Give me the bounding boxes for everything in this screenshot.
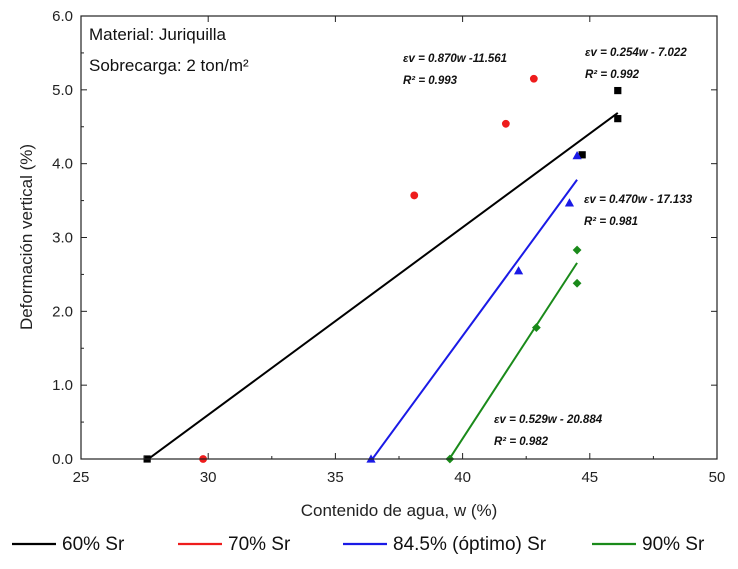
data-point-series-2	[529, 74, 538, 83]
y-tick-label: 2.0	[52, 303, 73, 320]
legend-label-series-1: 60% Sr	[62, 534, 125, 555]
plot-frame	[80, 15, 718, 460]
x-tick-label: 40	[454, 469, 471, 486]
legend-label-series-4: 90% Sr	[642, 534, 705, 555]
x-axis-label: Contenido de agua, w (%)	[301, 501, 498, 520]
data-point-series-2	[501, 119, 510, 128]
fit-line-series-4	[449, 262, 578, 459]
r-squared-series-3: R² = 0.981	[584, 216, 638, 228]
x-tick-label: 30	[200, 469, 217, 486]
x-tick-label: 35	[327, 469, 344, 486]
r-squared-series-4: R² = 0.982	[494, 436, 549, 448]
x-tick-label: 50	[709, 469, 726, 486]
material-label: Material: Juriquilla	[89, 25, 227, 44]
data-point-series-1	[614, 115, 622, 123]
y-tick-label: 6.0	[52, 8, 73, 25]
data-point-series-4	[531, 323, 541, 332]
data-point-series-3	[513, 266, 524, 275]
data-point-series-1	[578, 151, 586, 159]
data-point-series-3	[564, 198, 575, 207]
fit-equation-series-4: εv = 0.529w - 20.884	[494, 414, 603, 426]
y-tick-label: 0.0	[52, 451, 73, 468]
y-tick-label: 1.0	[52, 377, 73, 394]
x-tick-label: 45	[581, 469, 598, 486]
data-point-series-3	[572, 150, 582, 160]
data-point-series-1	[614, 86, 622, 95]
y-tick-label: 5.0	[52, 82, 73, 99]
axes: 25 30 35 40 45 50 0.0 1.0 2.0 3.0 4.0 5.0 6.0	[52, 8, 725, 486]
x-tick-label: 25	[73, 469, 90, 486]
series-group	[146, 112, 619, 459]
r-squared-series-2: R² = 0.993	[403, 75, 458, 87]
fit-line-series-3	[371, 179, 578, 459]
equation-annotations: εv = 0.254w - 7.022 R² = 0.992 εv = 0.870w…	[403, 47, 693, 448]
y-tick-label: 4.0	[52, 156, 73, 173]
fit-equation-series-1: εv = 0.254w - 7.022	[585, 47, 687, 59]
fit-equation-series-2: εv = 0.870w -11.561	[403, 53, 507, 65]
fit-line-series-1	[146, 112, 619, 459]
r-squared-series-1: R² = 0.992	[585, 69, 640, 81]
fit-equation-series-3: εv = 0.470w - 17.133	[584, 194, 693, 206]
legend-label-series-2: 70% Sr	[228, 534, 291, 555]
sobrecarga-label: Sobrecarga: 2 ton/m²	[89, 56, 249, 75]
data-point-series-4	[572, 278, 582, 288]
legend: 60% Sr 70% Sr 84.5% (óptimo) Sr 90% Sr	[12, 534, 705, 555]
y-axis-label: Deformación vertical (%)	[17, 144, 36, 330]
data-point-series-4	[572, 245, 582, 255]
y-tick-label: 3.0	[52, 230, 73, 247]
data-point-series-2	[410, 191, 419, 200]
legend-label-series-3: 84.5% (óptimo) Sr	[393, 534, 547, 555]
